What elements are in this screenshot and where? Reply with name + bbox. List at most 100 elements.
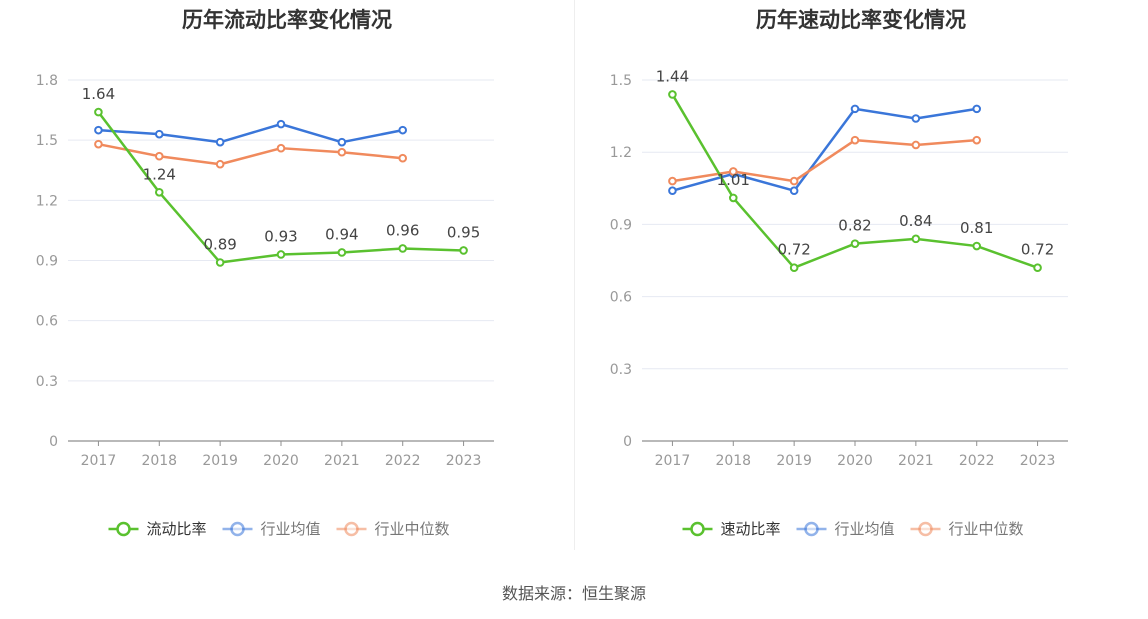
data-label: 0.93: [264, 227, 297, 245]
data-point: [337, 248, 347, 257]
legend-swatch-marker: [690, 521, 705, 537]
legend-label: 流动比率: [147, 520, 207, 538]
legend-swatch-marker: [344, 521, 359, 537]
legend-swatch-marker: [116, 521, 131, 537]
data-point: [972, 241, 982, 251]
data-point: [789, 186, 799, 196]
legend-swatch-marker: [918, 521, 933, 537]
legend-item-0: 流动比率: [108, 520, 207, 538]
x-tick-label: 2018: [141, 453, 177, 469]
data-label: 0.84: [899, 212, 932, 230]
legend-item-1: 行业均值: [796, 520, 895, 538]
legend-item-0: 速动比率: [682, 520, 781, 538]
data-point: [276, 250, 286, 259]
series-line-1: [98, 122, 403, 144]
data-label: 0.72: [1021, 241, 1054, 259]
legend-label: 行业均值: [835, 520, 895, 538]
data-label: 1.44: [656, 67, 689, 85]
data-label: 1.24: [143, 165, 176, 183]
data-point: [728, 193, 738, 203]
y-tick-label: 0.9: [610, 217, 632, 233]
x-tick-label: 2021: [324, 453, 360, 469]
y-tick-label: 1.5: [36, 133, 58, 149]
data-point: [972, 104, 982, 114]
x-tick-label: 2022: [959, 453, 995, 469]
data-point: [398, 244, 408, 253]
data-point: [728, 167, 738, 176]
legend-label: 行业中位数: [375, 520, 450, 538]
legend-item-2: 行业中位数: [910, 520, 1024, 538]
data-label: 0.95: [447, 223, 480, 241]
data-point: [276, 119, 286, 129]
x-tick-label: 2017: [655, 453, 691, 469]
legend-swatch-marker: [230, 521, 245, 537]
data-point: [850, 104, 860, 114]
data-point: [154, 188, 164, 197]
data-point: [337, 147, 347, 157]
data-point: [215, 258, 225, 267]
y-tick-label: 1.8: [36, 73, 58, 89]
series-line-2: [98, 142, 403, 166]
x-tick-label: 2019: [202, 453, 238, 469]
data-point: [154, 129, 164, 139]
y-tick-label: 0.3: [36, 374, 58, 390]
x-tick-label: 2020: [263, 453, 299, 469]
quick-ratio-chart-panel: 历年速动比率变化情况 0 0.3 0.6 0.9 1.2 1.5 2017 2018 2019 2…: [574, 0, 1148, 560]
data-point: [789, 176, 799, 186]
legend-label: 行业中位数: [949, 520, 1024, 538]
series-line-1: [672, 107, 977, 192]
quick-ratio-chart: 0 0.3 0.6 0.9 1.2 1.5 2017 2018 2019 2020 2021 2022…: [610, 67, 1068, 538]
data-point: [668, 176, 677, 186]
data-point: [850, 135, 860, 145]
legend-item-2: 行业中位数: [336, 520, 450, 538]
data-label: 1.01: [717, 171, 750, 189]
x-tick-label: 2018: [715, 453, 751, 469]
legend-item-1: 行业均值: [222, 520, 321, 538]
y-tick-label: 1.5: [610, 73, 632, 89]
y-tick-label: 1.2: [610, 145, 632, 161]
x-tick-label: 2019: [776, 453, 812, 469]
x-tick-label: 2021: [898, 453, 934, 469]
data-point: [459, 246, 468, 255]
y-tick-label: 0: [49, 434, 58, 450]
data-point: [215, 137, 225, 147]
data-point: [94, 139, 103, 149]
data-point: [850, 239, 860, 248]
data-point: [215, 159, 225, 169]
chart-title: 历年流动比率变化情况: [182, 8, 392, 32]
data-label: 0.72: [777, 241, 810, 259]
data-label: 0.81: [960, 219, 993, 237]
data-point: [94, 107, 103, 117]
x-tick-label: 2020: [837, 453, 873, 469]
panel-divider: [574, 0, 575, 550]
data-point: [972, 135, 982, 145]
data-label: 0.89: [203, 236, 236, 254]
x-tick-label: 2017: [81, 453, 117, 469]
data-label: 0.96: [386, 221, 419, 239]
y-tick-label: 0.9: [36, 254, 58, 270]
data-point: [276, 143, 286, 153]
y-tick-label: 1.2: [36, 193, 58, 209]
data-point: [94, 125, 103, 135]
data-point: [789, 263, 799, 273]
x-tick-label: 2022: [385, 453, 421, 469]
data-point: [398, 125, 408, 135]
y-tick-label: 0.6: [610, 290, 632, 306]
data-point: [154, 151, 164, 161]
data-label: 0.82: [838, 217, 871, 235]
data-point: [911, 140, 921, 150]
data-label: 1.64: [82, 85, 115, 103]
x-tick-label: 2023: [446, 453, 482, 469]
current-ratio-chart-panel: 历年流动比率变化情况 0 0.3 0.6 0.9 1.2 1.5 1.8 2017 2018 20…: [0, 0, 574, 560]
legend-label: 速动比率: [721, 520, 781, 538]
data-point: [911, 114, 921, 123]
current-ratio-chart: 0 0.3 0.6 0.9 1.2 1.5 1.8 2017 2018 2019 2020 2021 2…: [36, 73, 494, 538]
y-tick-label: 0: [623, 434, 632, 450]
legend-swatch-marker: [804, 521, 819, 537]
x-tick-label: 2023: [1020, 453, 1056, 469]
legend-label: 行业均值: [261, 520, 321, 538]
data-point: [911, 234, 921, 244]
data-point: [668, 186, 677, 196]
data-label: 0.94: [325, 225, 358, 243]
data-point: [398, 153, 408, 163]
